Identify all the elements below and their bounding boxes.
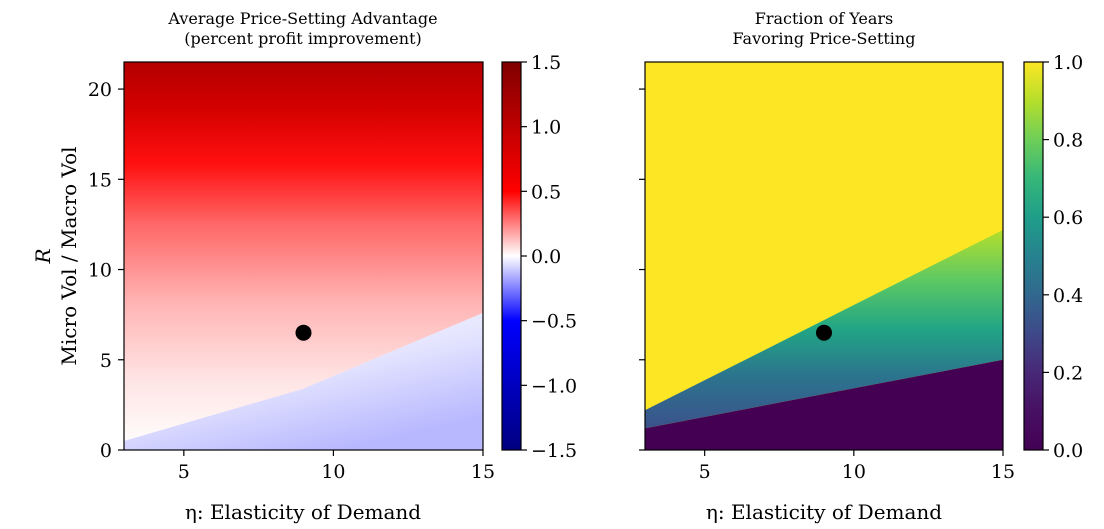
left-xlabel: η: Elasticity of Demand xyxy=(185,500,421,524)
left-colorbar xyxy=(501,61,522,451)
left-ylabel-line2: Micro Vol / Macro Vol xyxy=(57,146,81,365)
colorbar-tick-label: 1.5 xyxy=(531,52,561,74)
y-tick-label: 10 xyxy=(88,260,112,282)
y-tick-label: 20 xyxy=(88,79,112,101)
right-title-line2: Favoring Price-Setting xyxy=(733,29,916,48)
y-tick-label: 5 xyxy=(100,350,112,372)
right-marker-point xyxy=(816,324,832,341)
right-panel: Fraction of Years Favoring Price-Setting… xyxy=(639,9,1083,524)
left-panel: Average Price-Setting Advantage (percent… xyxy=(31,9,577,524)
right-x-axis: 5 10 15 xyxy=(699,450,1015,483)
left-x-axis: 5 10 15 xyxy=(178,450,495,483)
colorbar-tick-label: 1.0 xyxy=(1053,52,1083,74)
right-heatmap xyxy=(645,62,1003,450)
x-tick-label: 10 xyxy=(321,461,345,483)
colorbar-tick-label: 0.5 xyxy=(531,181,561,203)
colorbar-tick-label: −0.5 xyxy=(531,311,577,333)
colorbar-tick-label: 0.0 xyxy=(1053,440,1083,462)
colorbar-tick-label: 0.2 xyxy=(1053,362,1083,384)
x-tick-label: 10 xyxy=(842,461,866,483)
x-tick-label: 5 xyxy=(699,461,711,483)
left-title-line2: (percent profit improvement) xyxy=(184,29,422,48)
right-heatmap-low-region xyxy=(645,359,1003,450)
left-y-axis: 0 5 10 15 20 xyxy=(88,79,124,462)
x-tick-label: 5 xyxy=(178,461,190,483)
x-tick-label: 15 xyxy=(991,461,1015,483)
y-tick-label: 15 xyxy=(88,169,112,191)
right-plot-frame xyxy=(644,61,1004,451)
colorbar-tick-label: 0.4 xyxy=(1053,285,1083,307)
left-marker-point xyxy=(295,324,312,341)
left-colorbar-axis: 1.5 1.0 0.5 0.0 −0.5 −1.0 −1.5 xyxy=(521,52,577,462)
colorbar-tick-label: −1.0 xyxy=(531,375,577,397)
right-xlabel: η: Elasticity of Demand xyxy=(706,500,942,524)
left-title-line1: Average Price-Setting Advantage xyxy=(167,9,437,28)
x-tick-label: 15 xyxy=(471,461,495,483)
left-ylabel-line1: R xyxy=(31,248,55,264)
left-heatmap xyxy=(124,62,483,450)
colorbar-tick-label: 1.0 xyxy=(531,117,561,139)
colorbar-tick-label: −1.5 xyxy=(531,440,577,462)
y-tick-label: 0 xyxy=(100,440,112,462)
left-plot-frame xyxy=(123,61,484,451)
left-heatmap-negative-region xyxy=(124,312,483,450)
right-y-axis xyxy=(639,88,645,451)
colorbar-tick-label: 0.0 xyxy=(531,246,561,268)
colorbar-tick-label: 0.8 xyxy=(1053,130,1083,152)
right-colorbar xyxy=(1023,61,1044,451)
right-colorbar-axis: 1.0 0.8 0.6 0.4 0.2 0.0 xyxy=(1043,52,1083,462)
right-title-line1: Fraction of Years xyxy=(755,9,894,28)
colorbar-tick-label: 0.6 xyxy=(1053,207,1083,229)
